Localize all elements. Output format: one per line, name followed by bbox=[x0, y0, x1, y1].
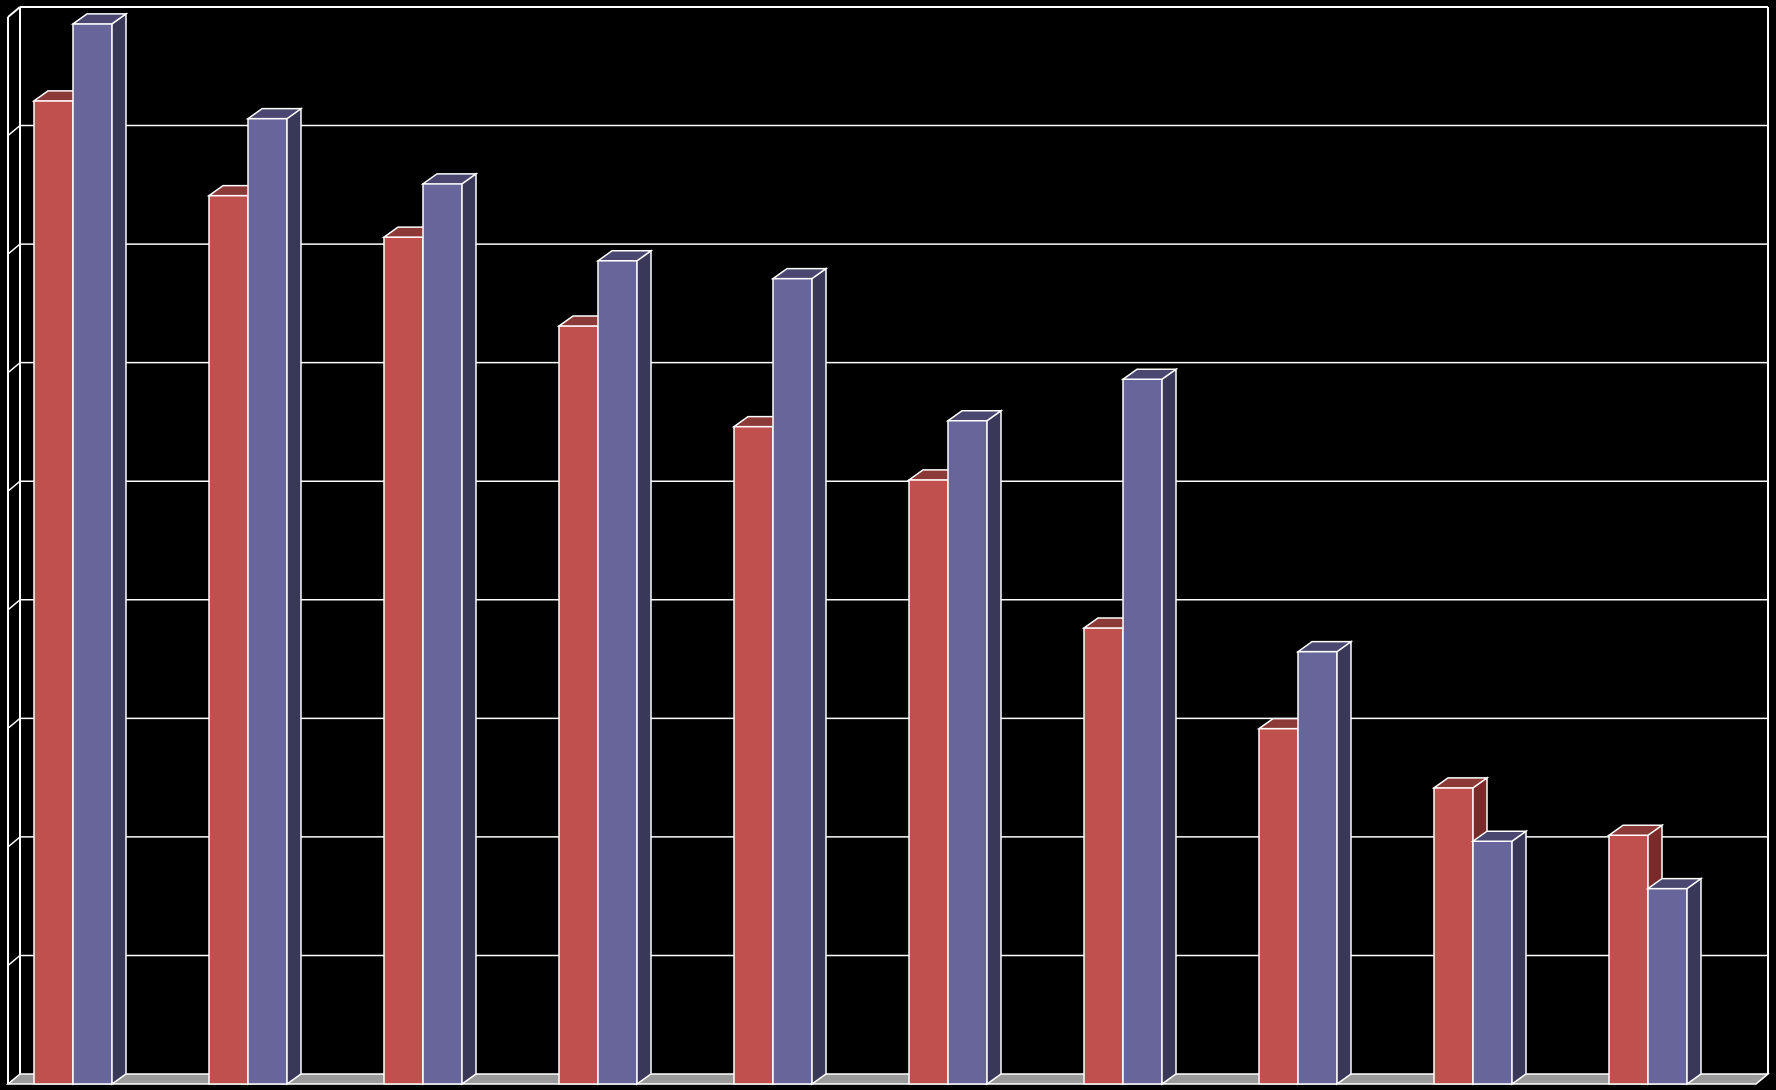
bar-top-face bbox=[945, 409, 1004, 422]
bar bbox=[1470, 829, 1529, 1086]
bar bbox=[770, 267, 829, 1086]
side-wall-gridline bbox=[7, 480, 21, 492]
side-wall-gridline bbox=[7, 362, 21, 374]
bar-top-face bbox=[595, 250, 654, 262]
bar-front-face bbox=[1647, 887, 1688, 1085]
side-wall-top-edge bbox=[7, 6, 21, 18]
gridlines bbox=[7, 124, 1768, 967]
bar-front-face bbox=[733, 425, 774, 1085]
bar-side-face bbox=[286, 107, 302, 1086]
bar-front-face bbox=[1122, 378, 1163, 1085]
bar bbox=[245, 107, 304, 1086]
bar-top-face bbox=[1645, 877, 1704, 890]
bar-front-face bbox=[383, 236, 424, 1085]
bar-side-face bbox=[986, 409, 1002, 1086]
side-wall-gridline bbox=[7, 599, 21, 611]
bar-top-face bbox=[1431, 777, 1490, 789]
bar bbox=[70, 12, 129, 1086]
side-wall-gridline bbox=[7, 717, 21, 729]
bar-series-group bbox=[31, 12, 1704, 1086]
bar-side-face bbox=[1686, 877, 1702, 1086]
bar-front-face bbox=[558, 325, 599, 1085]
bar-top-face bbox=[1606, 824, 1665, 837]
bar-front-face bbox=[1608, 834, 1649, 1085]
bar-front-face bbox=[947, 419, 988, 1085]
bar-front-face bbox=[908, 479, 949, 1085]
bar-front-face bbox=[1433, 787, 1474, 1085]
side-wall-gridline bbox=[7, 836, 21, 848]
bar-side-face bbox=[636, 249, 652, 1086]
bar-top-face bbox=[70, 13, 129, 25]
bar-side-face bbox=[461, 172, 477, 1086]
bar-side-face bbox=[1161, 367, 1177, 1086]
bar-top-face bbox=[770, 267, 829, 280]
bar bbox=[1295, 640, 1354, 1086]
bar-top-face bbox=[420, 173, 479, 185]
bar-top-face bbox=[1120, 368, 1179, 381]
bar-side-face bbox=[111, 12, 127, 1086]
bar bbox=[420, 172, 479, 1086]
bar bbox=[945, 409, 1004, 1086]
bar-front-face bbox=[208, 194, 249, 1085]
bar-front-face bbox=[1083, 627, 1124, 1085]
bar-front-face bbox=[33, 100, 74, 1085]
bar-top-face bbox=[1470, 830, 1529, 842]
side-wall-gridline bbox=[7, 954, 21, 967]
bar-front-face bbox=[1472, 840, 1513, 1085]
bar bbox=[595, 249, 654, 1086]
bar-top-face bbox=[245, 107, 304, 120]
bar bbox=[1120, 367, 1179, 1086]
bar-front-face bbox=[597, 260, 638, 1085]
bar-side-face bbox=[1511, 829, 1527, 1086]
side-wall-gridline bbox=[7, 243, 21, 255]
bar-front-face bbox=[247, 117, 288, 1085]
bar-front-face bbox=[1297, 650, 1338, 1085]
bar-top-face bbox=[1295, 640, 1354, 653]
bar-side-face bbox=[811, 267, 827, 1086]
bar-front-face bbox=[1258, 727, 1299, 1085]
bar-side-face bbox=[1336, 640, 1352, 1086]
bar-front-face bbox=[772, 277, 813, 1085]
bar-front-face bbox=[72, 23, 113, 1085]
side-wall-gridline bbox=[7, 124, 21, 137]
bar bbox=[1645, 877, 1704, 1086]
bar-front-face bbox=[422, 183, 463, 1085]
